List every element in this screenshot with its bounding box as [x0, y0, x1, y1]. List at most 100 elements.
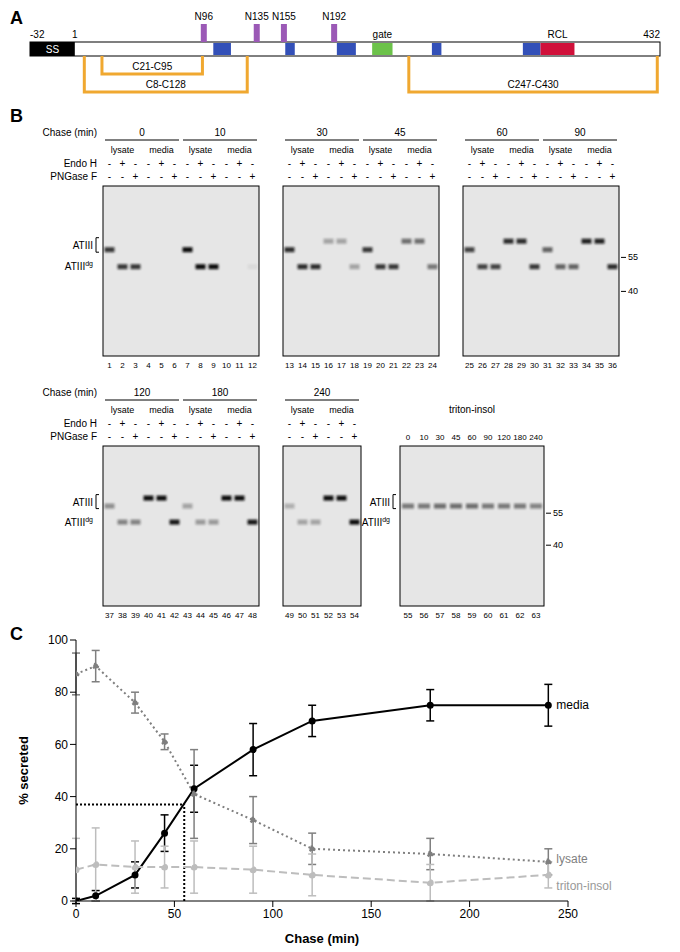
svg-text:2: 2: [120, 361, 125, 370]
svg-text:62: 62: [516, 611, 525, 620]
svg-text:-: -: [225, 431, 228, 442]
svg-text:-: -: [546, 171, 549, 182]
svg-text:4: 4: [146, 361, 151, 370]
svg-text:media: media: [329, 145, 354, 155]
svg-text:9: 9: [211, 361, 216, 370]
svg-text:10: 10: [214, 127, 226, 138]
svg-text:+: +: [159, 158, 165, 169]
svg-text:-: -: [418, 171, 421, 182]
svg-text:60: 60: [484, 611, 493, 620]
svg-text:+: +: [430, 171, 436, 182]
svg-text:60: 60: [496, 127, 508, 138]
svg-text:+: +: [493, 171, 499, 182]
svg-text:20: 20: [55, 842, 69, 856]
svg-text:Endo H: Endo H: [64, 158, 97, 169]
svg-text:10: 10: [222, 361, 231, 370]
svg-text:+: +: [237, 158, 243, 169]
svg-text:SS: SS: [46, 44, 60, 55]
svg-text:-: -: [108, 431, 111, 442]
svg-text:60: 60: [55, 738, 69, 752]
svg-text:240: 240: [314, 387, 331, 398]
svg-text:45: 45: [209, 611, 218, 620]
svg-text:media: media: [227, 145, 252, 155]
svg-text:34: 34: [582, 361, 591, 370]
svg-text:-: -: [392, 158, 395, 169]
svg-text:+: +: [120, 158, 126, 169]
svg-text:+: +: [237, 418, 243, 429]
svg-text:43: 43: [183, 611, 192, 620]
svg-text:+: +: [313, 431, 319, 442]
svg-text:-: -: [327, 418, 330, 429]
svg-text:44: 44: [196, 611, 205, 620]
svg-text:53: 53: [337, 611, 346, 620]
svg-text:-: -: [327, 158, 330, 169]
svg-text:49: 49: [285, 611, 294, 620]
svg-text:media: media: [587, 145, 612, 155]
svg-text:432: 432: [643, 29, 660, 40]
svg-text:240: 240: [529, 433, 543, 442]
svg-text:-: -: [468, 171, 471, 182]
svg-text:-: -: [212, 158, 215, 169]
svg-text:59: 59: [468, 611, 477, 620]
svg-text:-: -: [288, 431, 291, 442]
svg-text:26: 26: [478, 361, 487, 370]
svg-text:+: +: [172, 431, 178, 442]
svg-text:+: +: [417, 158, 423, 169]
svg-text:triton-insol: triton-insol: [556, 879, 611, 893]
svg-text:0: 0: [139, 127, 145, 138]
svg-text:0: 0: [61, 894, 68, 908]
svg-text:+: +: [159, 418, 165, 429]
svg-text:-: -: [121, 171, 124, 182]
svg-text:-: -: [173, 418, 176, 429]
svg-text:+: +: [571, 171, 577, 182]
svg-text:+: +: [313, 171, 319, 182]
svg-text:1: 1: [107, 361, 112, 370]
svg-text:-: -: [314, 418, 317, 429]
svg-text:-: -: [186, 431, 189, 442]
svg-text:61: 61: [500, 611, 509, 620]
svg-text:47: 47: [235, 611, 244, 620]
svg-text:lysate: lysate: [291, 145, 315, 155]
svg-text:27: 27: [491, 361, 500, 370]
svg-text:51: 51: [311, 611, 320, 620]
svg-text:10: 10: [420, 433, 429, 442]
svg-text:-: -: [108, 158, 111, 169]
svg-text:30: 30: [530, 361, 539, 370]
svg-text:25: 25: [465, 361, 474, 370]
svg-text:52: 52: [324, 611, 333, 620]
svg-text:55: 55: [553, 508, 563, 518]
svg-text:-: -: [353, 418, 356, 429]
svg-text:Chase (min): Chase (min): [285, 931, 359, 946]
svg-text:-: -: [108, 171, 111, 182]
svg-text:7: 7: [185, 361, 190, 370]
svg-text:45: 45: [452, 433, 461, 442]
svg-text:13: 13: [285, 361, 294, 370]
svg-text:+: +: [250, 431, 256, 442]
svg-text:+: +: [300, 158, 306, 169]
svg-text:-: -: [147, 158, 150, 169]
svg-text:50: 50: [168, 907, 182, 921]
svg-text:lysate: lysate: [111, 405, 135, 415]
svg-text:120: 120: [134, 387, 151, 398]
svg-text:-: -: [327, 431, 330, 442]
svg-text:55: 55: [628, 252, 638, 262]
svg-text:-: -: [494, 158, 497, 169]
svg-text:23: 23: [415, 361, 424, 370]
svg-text:-: -: [147, 418, 150, 429]
svg-text:+: +: [339, 418, 345, 429]
svg-text:-: -: [559, 171, 562, 182]
svg-text:-: -: [225, 158, 228, 169]
svg-text:-: -: [251, 158, 254, 169]
svg-text:+: +: [211, 171, 217, 182]
svg-text:-: -: [186, 158, 189, 169]
svg-text:ATIII: ATIII: [370, 497, 390, 508]
svg-text:+: +: [519, 158, 525, 169]
svg-text:lysate: lysate: [189, 145, 213, 155]
svg-text:+: +: [198, 418, 204, 429]
svg-text:triton-insol: triton-insol: [449, 404, 495, 415]
svg-text:PNGase F: PNGase F: [50, 431, 97, 442]
svg-text:-: -: [353, 158, 356, 169]
svg-text:28: 28: [504, 361, 513, 370]
svg-text:N135: N135: [245, 11, 269, 22]
svg-text:100: 100: [48, 633, 68, 647]
